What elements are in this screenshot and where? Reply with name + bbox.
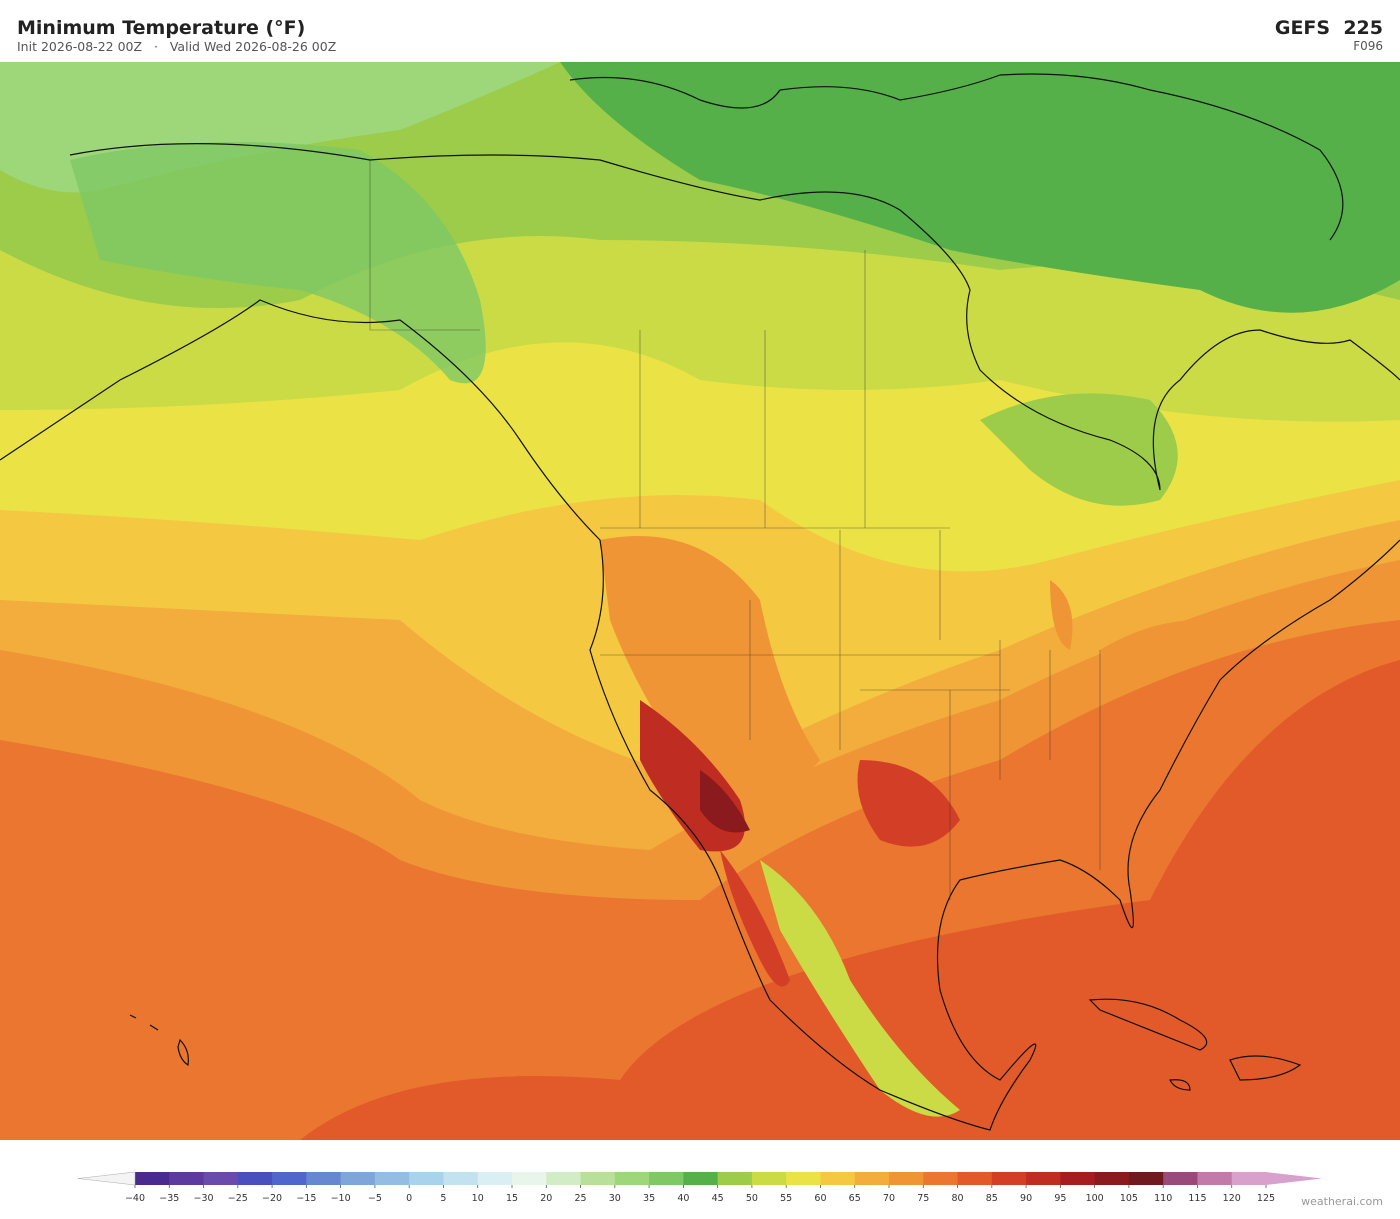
colorbar-segment	[786, 1172, 821, 1185]
colorbar-tick-label: −20	[262, 1193, 282, 1204]
colorbar-segment	[272, 1172, 307, 1185]
colorbar-tick-label: 90	[1020, 1193, 1032, 1204]
colorbar-tick-label: −25	[228, 1193, 248, 1204]
colorbar-segment	[683, 1172, 719, 1185]
colorbar-segment	[237, 1172, 273, 1185]
colorbar-tick-label: 115	[1188, 1193, 1206, 1204]
title: Minimum Temperature (°F)	[17, 17, 305, 39]
colorbar-segment	[374, 1172, 410, 1185]
colorbar-segment	[649, 1172, 684, 1185]
colorbar-segment	[717, 1172, 753, 1185]
colorbar-tick-label: 105	[1120, 1193, 1138, 1204]
colorbar-tick-label: −35	[159, 1193, 179, 1204]
colorbar-tick-label: 10	[472, 1193, 484, 1204]
colorbar-tick-label: 50	[746, 1193, 758, 1204]
colorbar-tick-label: 5	[440, 1193, 446, 1204]
colorbar-segment	[957, 1172, 993, 1185]
colorbar-segment	[580, 1172, 616, 1185]
colorbar-tick-label: −15	[296, 1193, 316, 1204]
colorbar-segment	[1094, 1172, 1130, 1185]
subtitle: Init 2026-08-22 00Z · Valid Wed 2026-08-…	[17, 39, 336, 54]
colorbar-segment	[135, 1172, 170, 1185]
colorbar-tick-label: 20	[540, 1193, 552, 1204]
watermark: weatherai.com	[1301, 1195, 1383, 1208]
colorbar-segment	[340, 1172, 376, 1185]
colorbar-tick-label: 60	[814, 1193, 826, 1204]
colorbar-segment	[1197, 1172, 1233, 1185]
colorbar-tick-label: 80	[951, 1193, 963, 1204]
colorbar-tick-label: 95	[1054, 1193, 1066, 1204]
colorbar-segment	[546, 1172, 582, 1185]
colorbar-segment	[1231, 1172, 1267, 1185]
colorbar-segment	[991, 1172, 1027, 1185]
colorbar-tick-label: 65	[849, 1193, 861, 1204]
colorbar-segment	[614, 1172, 650, 1185]
colorbar-over	[1266, 1172, 1322, 1185]
colorbar-segment	[854, 1172, 890, 1185]
model-name: GEFS 225	[1275, 17, 1383, 39]
colorbar-tick-label: 75	[917, 1193, 929, 1204]
colorbar-tick-label: 55	[780, 1193, 792, 1204]
colorbar-segment	[477, 1172, 513, 1185]
colorbar-segment	[443, 1172, 479, 1185]
colorbar-tick-label: 85	[986, 1193, 998, 1204]
colorbar-under	[77, 1171, 136, 1186]
colorbar-tick-label: 110	[1154, 1193, 1172, 1204]
colorbar-segment	[409, 1172, 444, 1185]
forecast-hour: F096	[1353, 39, 1383, 53]
colorbar-segment	[1026, 1172, 1061, 1185]
colorbar: −40 −35 −30 −25 −20 −15 −10 −5 0 5 10 15 20 25 30 35 40 4…	[77, 1171, 1322, 1204]
colorbar-segment	[1163, 1172, 1198, 1185]
colorbar-tick-label: −10	[331, 1193, 351, 1204]
colorbar-segment	[820, 1172, 856, 1185]
colorbar-segment	[306, 1172, 342, 1185]
colorbar-tick-label: 25	[574, 1193, 586, 1204]
colorbar-segment	[889, 1172, 924, 1185]
colorbar-tick-label: −30	[194, 1193, 214, 1204]
colorbar-segment	[1060, 1172, 1096, 1185]
colorbar-tick-label: 35	[643, 1193, 655, 1204]
colorbar-tick-label: 0	[406, 1193, 412, 1204]
colorbar-tick-label: 120	[1223, 1193, 1241, 1204]
colorbar-tick-label: 30	[609, 1193, 621, 1204]
colorbar-segment	[923, 1172, 959, 1185]
colorbar-segment	[751, 1172, 787, 1185]
colorbar-tick-label: 70	[883, 1193, 895, 1204]
map	[0, 62, 1400, 1140]
colorbar-tick-label: 15	[506, 1193, 518, 1204]
colorbar-segment	[1128, 1172, 1164, 1185]
colorbar-tick-label: −40	[125, 1193, 145, 1204]
colorbar-segment	[512, 1172, 547, 1185]
colorbar-segment	[203, 1172, 239, 1185]
colorbar-tick-label: 45	[712, 1193, 724, 1204]
colorbar-tick-label: −5	[368, 1193, 382, 1204]
colorbar-tick-label: 100	[1086, 1193, 1104, 1204]
colorbar-tick-label: 40	[677, 1193, 689, 1204]
colorbar-segment	[169, 1172, 205, 1185]
colorbar-tick-label: 125	[1257, 1193, 1275, 1204]
